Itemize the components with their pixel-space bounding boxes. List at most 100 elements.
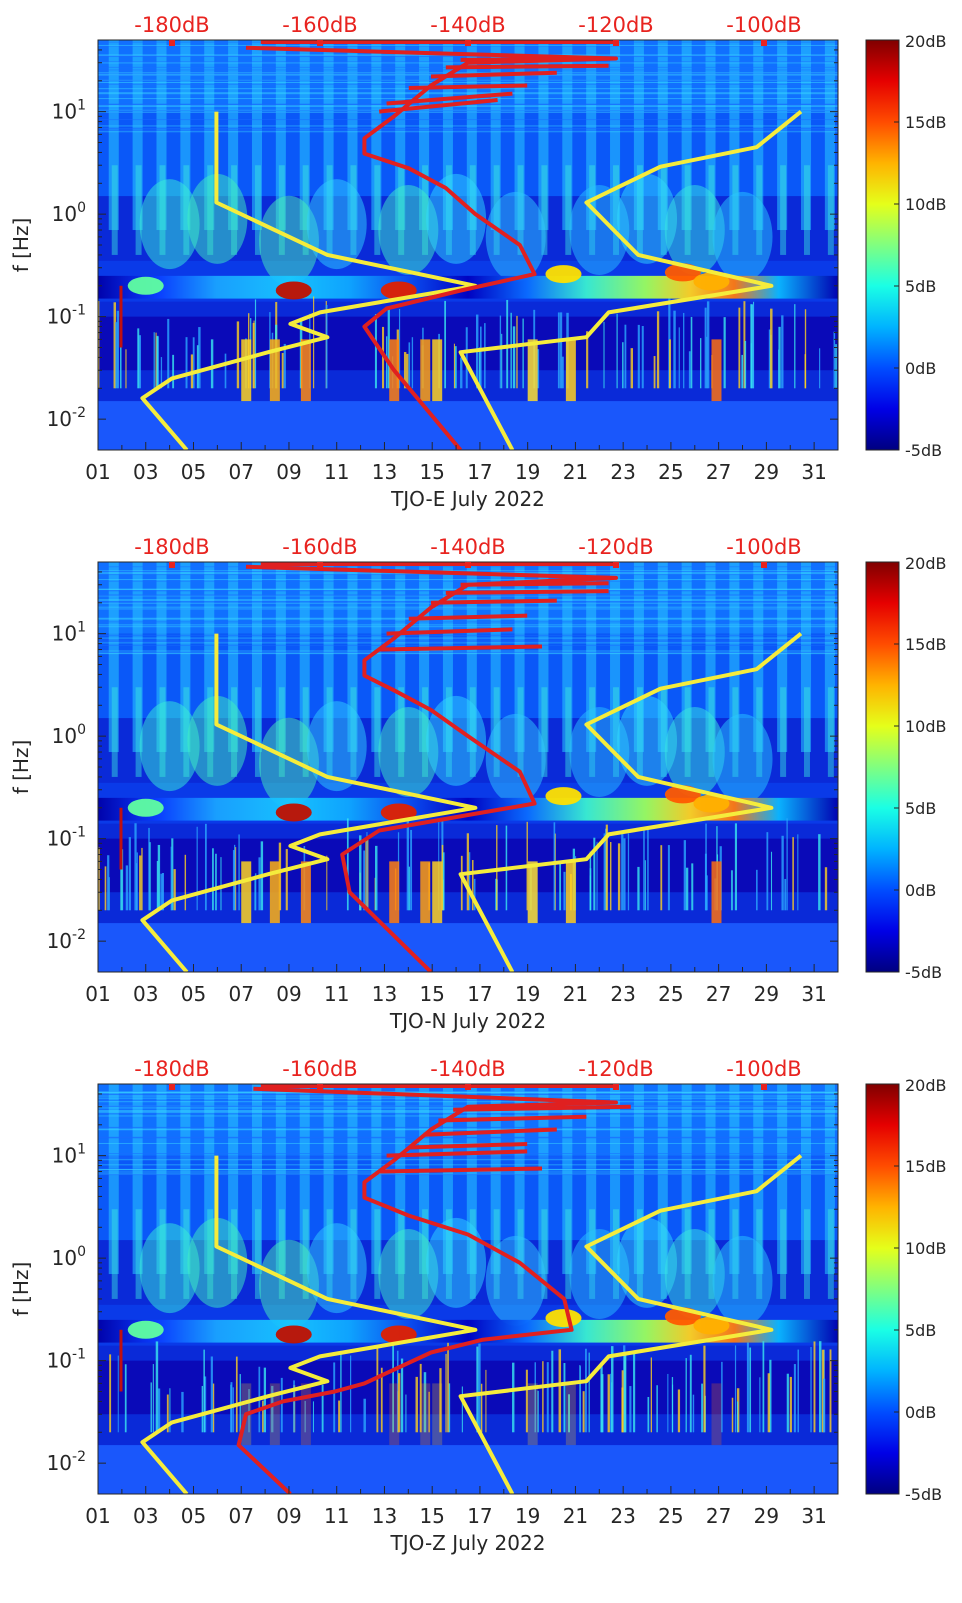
top-db-label: -180dB	[134, 1057, 209, 1081]
y-tick-label: 10-2	[47, 927, 86, 953]
x-tick-label: 01	[85, 982, 110, 1006]
colorbar-label: -5dB	[905, 963, 942, 982]
x-tick-label: 05	[181, 1504, 206, 1528]
x-tick-label: 27	[706, 1504, 731, 1528]
noise-model-high-curve	[458, 1154, 803, 1494]
psd-branch-curve	[445, 589, 609, 595]
x-tick-label: 15	[419, 982, 444, 1006]
x-tick-label: 27	[706, 460, 731, 484]
x-tick-label: 25	[658, 1504, 683, 1528]
y-tick-label: 101	[52, 1142, 86, 1168]
x-tick-label: 27	[706, 982, 731, 1006]
noise-model-high-curve	[458, 632, 803, 972]
y-tick-label: 100	[52, 722, 86, 748]
colorbar-label: 0dB	[905, 1403, 936, 1422]
y-tick-label: 10-1	[47, 303, 86, 329]
psd-branch-curve	[438, 1114, 587, 1123]
colorbar-label: 15dB	[905, 635, 947, 654]
colorbar-label: 10dB	[905, 717, 947, 736]
top-db-label: -160dB	[282, 13, 357, 37]
y-axis-label: f [Hz]	[9, 218, 33, 273]
top-db-label: -140dB	[430, 1057, 505, 1081]
x-tick-label: 13	[372, 1504, 397, 1528]
top-db-label: -160dB	[282, 1057, 357, 1081]
colorbar-label: -5dB	[905, 1485, 942, 1504]
panel-1: 10-2 10-1 100 101 f [Hz] 01 03 05 07 09 11 13 15 17 19…	[9, 13, 947, 511]
top-db-label: -120dB	[578, 1057, 653, 1081]
top-db-label: -100dB	[726, 1057, 801, 1081]
y-tick-label: 100	[52, 1244, 86, 1270]
x-tick-label: 09	[276, 1504, 301, 1528]
x-tick-label: 31	[801, 1504, 826, 1528]
colorbar-label: 15dB	[905, 113, 947, 132]
x-tick-label: 19	[515, 1504, 540, 1528]
x-tick-label: 07	[228, 460, 253, 484]
colorbar-label: 0dB	[905, 881, 936, 900]
colorbar-label: -5dB	[905, 441, 942, 460]
top-db-label: -100dB	[726, 535, 801, 559]
x-tick-label: 21	[563, 460, 588, 484]
panel-3: 10-2 10-1 100 101 f [Hz] 01 03 05 07 09 11 13 15 17 19…	[9, 1057, 947, 1555]
psd-branch-curve	[430, 598, 557, 605]
psd-branch-curve	[379, 98, 498, 114]
y-tick-label: 101	[52, 620, 86, 646]
x-tick-label: 31	[801, 982, 826, 1006]
x-tick-label: 29	[754, 982, 779, 1006]
x-tick-label: 05	[181, 460, 206, 484]
psd-branch-curve	[408, 613, 528, 621]
x-tick-label: 23	[610, 460, 635, 484]
psd-branch-curve	[453, 1104, 631, 1112]
x-tick-label: 17	[467, 982, 492, 1006]
x-tick-label: 07	[228, 982, 253, 1006]
x-tick-label: 23	[610, 1504, 635, 1528]
x-tick-label: 29	[754, 460, 779, 484]
x-tick-label: 01	[85, 1504, 110, 1528]
colorbar-label: 20dB	[905, 554, 947, 573]
top-db-label: -140dB	[430, 535, 505, 559]
spectrogram-image	[98, 562, 838, 972]
colorbar-label: 5dB	[905, 1321, 936, 1340]
spectrogram-image	[98, 40, 838, 450]
x-tick-label: 25	[658, 460, 683, 484]
x-tick-label: 03	[133, 1504, 158, 1528]
x-tick-label: 01	[85, 460, 110, 484]
noise-model-low-curve	[140, 111, 478, 450]
x-tick-label: 21	[563, 1504, 588, 1528]
psd-branch-curve	[460, 581, 609, 587]
x-tick-label: 05	[181, 982, 206, 1006]
y-tick-label: 10-2	[47, 1449, 86, 1475]
psd-branch-curve	[379, 1166, 543, 1174]
colorbar-label: 10dB	[905, 1239, 947, 1258]
x-tick-label: 03	[133, 460, 158, 484]
x-tick-label: 03	[133, 982, 158, 1006]
x-tick-label: 09	[276, 982, 301, 1006]
psd-branch-curve	[445, 63, 609, 70]
spectrogram-image	[98, 1084, 838, 1494]
colorbar-label: 10dB	[905, 195, 947, 214]
x-tick-label: 11	[324, 1504, 349, 1528]
y-tick-label: 10-1	[47, 1347, 86, 1373]
station-label: TJO-Z July 2022	[390, 1531, 546, 1555]
psd-branch-curve	[460, 56, 609, 62]
x-tick-label: 11	[324, 460, 349, 484]
x-tick-label: 31	[801, 460, 826, 484]
station-label: TJO-N July 2022	[389, 1009, 546, 1033]
x-tick-label: 09	[276, 460, 301, 484]
panel-2: 10-2 10-1 100 101 f [Hz] 01 03 05 07 09 11 13 15 17 19…	[9, 535, 947, 1033]
top-db-label: -140dB	[430, 13, 505, 37]
x-tick-label: 13	[372, 460, 397, 484]
top-db-label: -120dB	[578, 535, 653, 559]
x-tick-label: 17	[467, 1504, 492, 1528]
x-tick-label: 21	[563, 982, 588, 1006]
colorbar: 20dB 15dB 10dB 5dB 0dB -5dB	[865, 1076, 947, 1504]
psd-median-curve	[245, 564, 618, 972]
colorbar-label: 20dB	[905, 32, 947, 51]
colorbar-label: 20dB	[905, 1076, 947, 1095]
colorbar: 20dB 15dB 10dB 5dB 0dB -5dB	[865, 32, 947, 460]
x-tick-label: 13	[372, 982, 397, 1006]
psd-branch-curve	[408, 83, 528, 90]
y-tick-label: 101	[52, 98, 86, 124]
station-label: TJO-E July 2022	[390, 487, 545, 511]
noise-model-low-curve	[140, 633, 478, 972]
top-db-label: -120dB	[578, 13, 653, 37]
